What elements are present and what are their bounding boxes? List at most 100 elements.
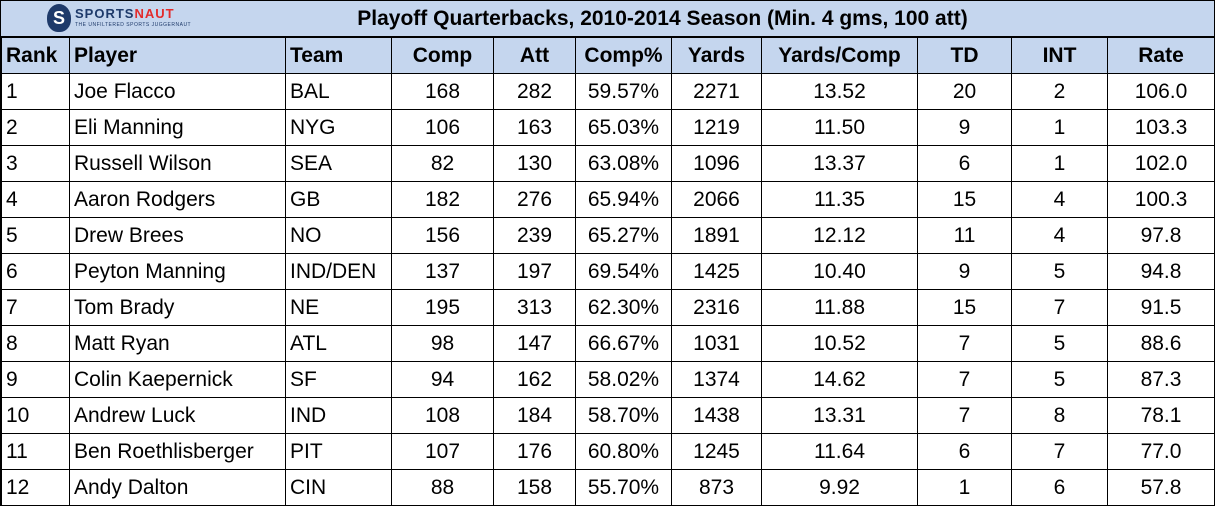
table-cell: 4	[1, 181, 70, 218]
column-header: Comp	[391, 37, 494, 74]
table-cell: 184	[493, 397, 576, 434]
table-cell: 1438	[671, 397, 762, 434]
table-cell: Andy Dalton	[69, 469, 286, 506]
table-cell: NE	[285, 289, 392, 326]
table-cell: 2316	[671, 289, 762, 326]
table-row: 10 Andrew Luck IND 108 184 58.70% 1438 13.31 7 8 7…	[1, 397, 1215, 434]
table-cell: 182	[391, 181, 494, 218]
table-cell: 7	[1, 289, 70, 326]
table-cell: 168	[391, 73, 494, 110]
table-cell: Joe Flacco	[69, 73, 286, 110]
table-cell: ATL	[285, 325, 392, 362]
table-cell: Colin Kaepernick	[69, 361, 286, 398]
table-body: 1 Joe Flacco BAL 168 282 59.57% 2271 13.52 20 2 10…	[1, 73, 1215, 506]
table-cell: 88.6	[1107, 325, 1215, 362]
table-cell: 7	[1011, 289, 1108, 326]
table-cell: 98	[391, 325, 494, 362]
table-cell: 3	[1, 145, 70, 182]
table-cell: 1096	[671, 145, 762, 182]
table-cell: 147	[493, 325, 576, 362]
table-cell: 130	[493, 145, 576, 182]
column-header: Team	[285, 37, 392, 74]
table-cell: 13.37	[761, 145, 918, 182]
table-cell: 82	[391, 145, 494, 182]
table-cell: 313	[493, 289, 576, 326]
table-cell: IND	[285, 397, 392, 434]
table-cell: 11.35	[761, 181, 918, 218]
column-header: Yards/Comp	[761, 37, 918, 74]
table-row: 6 Peyton Manning IND/DEN 137 197 69.54% 1425 10…	[1, 253, 1215, 290]
table-cell: 60.80%	[575, 433, 672, 470]
table-cell: 94.8	[1107, 253, 1215, 290]
table-cell: 65.94%	[575, 181, 672, 218]
table-cell: 7	[917, 325, 1012, 362]
table-cell: 11.64	[761, 433, 918, 470]
table-cell: 1	[917, 469, 1012, 506]
table-cell: 4	[1011, 217, 1108, 254]
quarterback-stats-table: Rank Player Team Comp Att Comp% Yards Yards/Com…	[1, 37, 1215, 506]
table-cell: 97.8	[1107, 217, 1215, 254]
table-cell: 55.70%	[575, 469, 672, 506]
table-cell: 77.0	[1107, 433, 1215, 470]
table-title: Playoff Quarterbacks, 2010-2014 Season (…	[357, 7, 968, 30]
table-cell: Drew Brees	[69, 217, 286, 254]
table-cell: SF	[285, 361, 392, 398]
table-cell: 5	[1011, 361, 1108, 398]
table-cell: 276	[493, 181, 576, 218]
table-row: 5 Drew Brees NO 156 239 65.27% 1891 12.12 11 4 97.…	[1, 217, 1215, 254]
table-cell: CIN	[285, 469, 392, 506]
table-cell: 15	[917, 289, 1012, 326]
column-header: Rank	[1, 37, 70, 74]
table-cell: Eli Manning	[69, 109, 286, 146]
table-cell: 14.62	[761, 361, 918, 398]
table-cell: 91.5	[1107, 289, 1215, 326]
table-cell: 78.1	[1107, 397, 1215, 434]
table-cell: 197	[493, 253, 576, 290]
table-row: 7 Tom Brady NE 195 313 62.30% 2316 11.88 15 7 91.5	[1, 289, 1215, 326]
table-cell: 11	[917, 217, 1012, 254]
table-cell: 163	[493, 109, 576, 146]
table-cell: 7	[917, 397, 1012, 434]
table-cell: 5	[1, 217, 70, 254]
table-cell: 2	[1, 109, 70, 146]
table-cell: 9.92	[761, 469, 918, 506]
table-cell: 103.3	[1107, 109, 1215, 146]
table-cell: Aaron Rodgers	[69, 181, 286, 218]
table-cell: 8	[1, 325, 70, 362]
column-header: Player	[69, 37, 286, 74]
sportsnaut-s-icon: S	[47, 4, 71, 32]
table-cell: 873	[671, 469, 762, 506]
table-cell: 2	[1011, 73, 1108, 110]
table-cell: 10.52	[761, 325, 918, 362]
table-cell: 108	[391, 397, 494, 434]
table-cell: 6	[1, 253, 70, 290]
table-cell: IND/DEN	[285, 253, 392, 290]
table-cell: 239	[493, 217, 576, 254]
logo-name: SPORTSNAUT	[75, 7, 191, 21]
table-row: 1 Joe Flacco BAL 168 282 59.57% 2271 13.52 20 2 10…	[1, 73, 1215, 110]
column-header: Yards	[671, 37, 762, 74]
table-cell: 1374	[671, 361, 762, 398]
table-cell: 1891	[671, 217, 762, 254]
table-cell: 11.88	[761, 289, 918, 326]
table-cell: 158	[493, 469, 576, 506]
table-cell: 1425	[671, 253, 762, 290]
table-row: 9 Colin Kaepernick SF 94 162 58.02% 1374 14.62 7…	[1, 361, 1215, 398]
table-cell: 12	[1, 469, 70, 506]
table-cell: Ben Roethlisberger	[69, 433, 286, 470]
table-cell: 195	[391, 289, 494, 326]
table-cell: 137	[391, 253, 494, 290]
table-cell: 7	[1011, 433, 1108, 470]
table-cell: 107	[391, 433, 494, 470]
table-cell: 176	[493, 433, 576, 470]
table-cell: 57.8	[1107, 469, 1215, 506]
title-bar: S SPORTSNAUT THE UNFILTERED SPORTS JUGGE…	[1, 1, 1214, 37]
table-cell: Peyton Manning	[69, 253, 286, 290]
table-cell: Matt Ryan	[69, 325, 286, 362]
table-cell: GB	[285, 181, 392, 218]
table-cell: 6	[1011, 469, 1108, 506]
table-cell: 1245	[671, 433, 762, 470]
table-cell: 162	[493, 361, 576, 398]
table-cell: 59.57%	[575, 73, 672, 110]
